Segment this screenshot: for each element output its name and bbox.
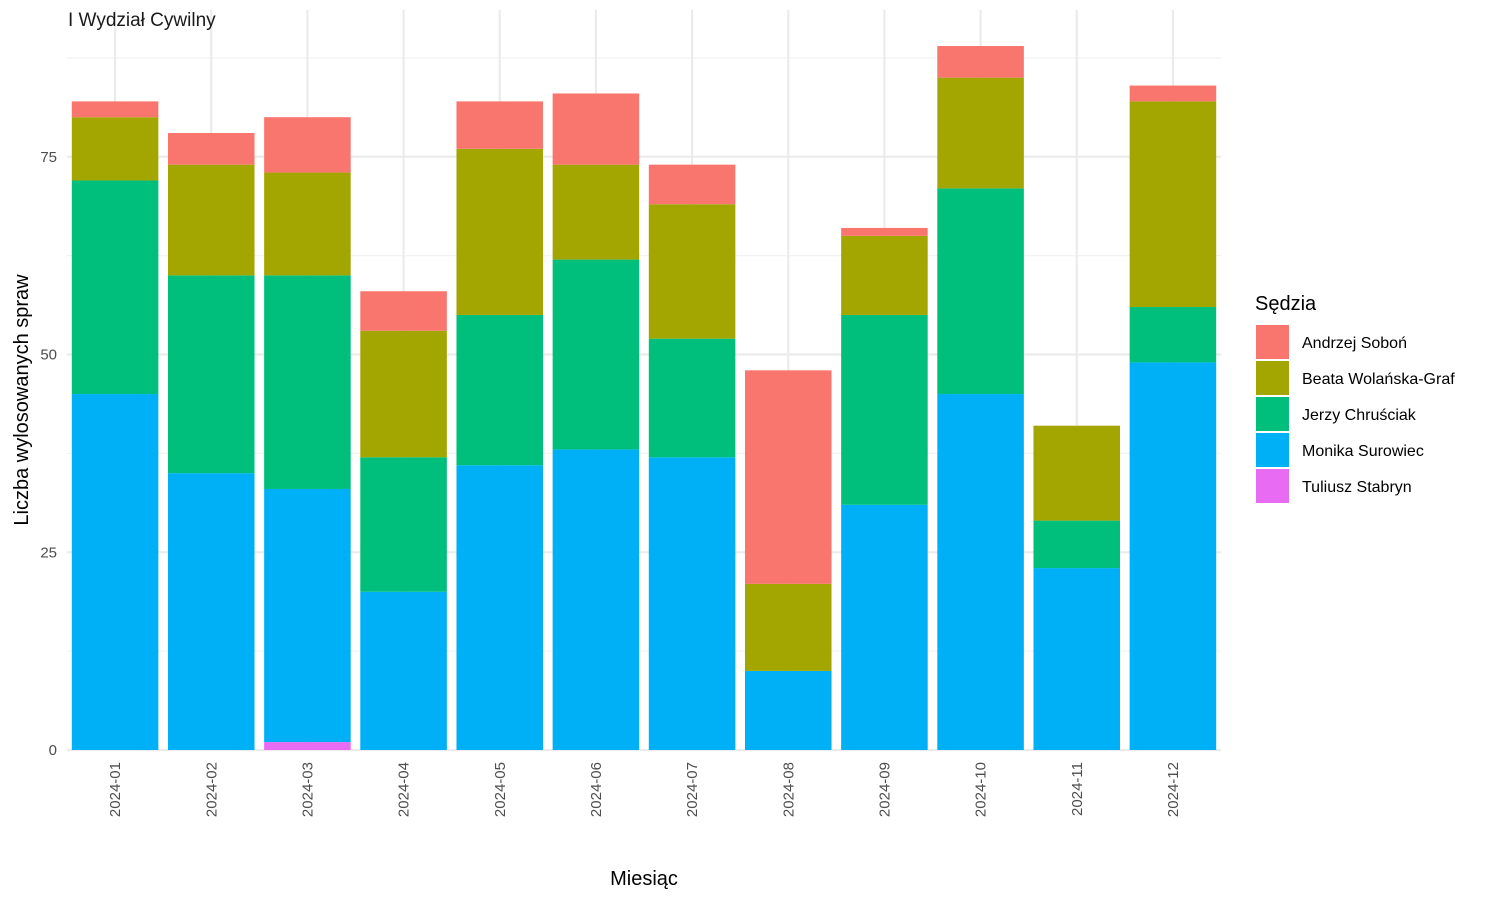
legend-label: Andrzej Soboń xyxy=(1302,335,1407,352)
x-tick-label: 2024-05 xyxy=(492,762,509,817)
bar-segment xyxy=(648,204,736,339)
bar-segment xyxy=(744,370,832,584)
bar-segment xyxy=(167,133,255,165)
x-tick-label: 2024-04 xyxy=(396,762,413,817)
y-tick-label: 75 xyxy=(40,149,57,166)
bar-segment xyxy=(167,275,255,474)
legend-title: Sędzia xyxy=(1255,293,1317,315)
bar-segment xyxy=(360,330,447,458)
bar-segment xyxy=(71,101,159,118)
bar-segment xyxy=(1129,85,1217,102)
bar-segment xyxy=(1129,362,1217,750)
bar-segment xyxy=(264,172,351,276)
bar-segment xyxy=(841,314,928,505)
x-tick-label: 2024-02 xyxy=(203,762,220,817)
x-tick-label: 2024-11 xyxy=(1069,762,1086,816)
bar-segment xyxy=(360,457,447,592)
legend-swatch xyxy=(1256,325,1289,359)
bar-segment xyxy=(1129,101,1217,308)
bar-segment xyxy=(456,314,544,466)
y-axis-title: Liczba wylosowanych spraw xyxy=(11,274,33,526)
y-tick-label: 50 xyxy=(40,347,57,364)
x-axis-title: Miesiąc xyxy=(610,868,678,890)
bar-segment xyxy=(552,259,640,450)
x-tick-label: 2024-10 xyxy=(973,762,990,817)
x-tick-label: 2024-01 xyxy=(107,762,124,817)
bar-segment xyxy=(552,93,640,165)
x-tick-label: 2024-07 xyxy=(684,762,701,817)
legend-label: Monika Surowiec xyxy=(1302,443,1424,460)
bar-segment xyxy=(71,394,159,750)
legend: Sędzia Andrzej Soboń Beata Wolańska-Graf J… xyxy=(1255,293,1455,503)
legend-swatch xyxy=(1256,469,1289,503)
y-axis-ticks: 0 25 50 75 xyxy=(40,149,57,759)
legend-label: Jerzy Chruściak xyxy=(1302,407,1417,424)
x-axis-ticks: 2024-01 2024-02 2024-03 2024-04 2024-05 2024-… xyxy=(107,762,1182,817)
bar-segment xyxy=(648,164,736,205)
legend-label: Tuliusz Stabryn xyxy=(1302,479,1412,496)
bar-segment xyxy=(937,394,1024,750)
bar-segment xyxy=(841,235,928,315)
x-tick-label: 2024-09 xyxy=(876,762,893,817)
bar-segment xyxy=(552,164,640,260)
bar-segment xyxy=(744,670,832,750)
legend-label: Beata Wolańska-Graf xyxy=(1302,371,1455,388)
bar-segment xyxy=(1033,568,1121,750)
bar-segment xyxy=(264,488,351,743)
x-tick-label: 2024-06 xyxy=(588,762,605,817)
x-tick-label: 2024-03 xyxy=(299,762,316,817)
x-tick-label: 2024-12 xyxy=(1165,762,1182,817)
bar-segment xyxy=(71,117,159,181)
bar-segment xyxy=(264,742,351,750)
bar-segment xyxy=(937,46,1024,78)
bar-segment xyxy=(552,449,640,750)
legend-items: Andrzej Soboń Beata Wolańska-Graf Jerzy Ch… xyxy=(1256,325,1455,503)
bar-segment xyxy=(648,457,736,750)
legend-swatch xyxy=(1256,397,1289,431)
chart-title: I Wydział Cywilny xyxy=(68,10,216,31)
bar-segment xyxy=(744,583,832,671)
x-tick-label: 2024-08 xyxy=(780,762,797,817)
bar-segment xyxy=(360,591,447,750)
bars xyxy=(71,46,1217,750)
bar-segment xyxy=(456,101,544,149)
y-tick-label: 25 xyxy=(40,544,57,561)
legend-swatch xyxy=(1256,361,1289,395)
bar-segment xyxy=(1033,520,1121,569)
bar-segment xyxy=(167,164,255,276)
bar-segment xyxy=(841,227,928,236)
bar-segment xyxy=(264,275,351,489)
bar-segment xyxy=(648,338,736,458)
legend-swatch xyxy=(1256,433,1289,467)
bar-segment xyxy=(71,180,159,395)
bar-segment xyxy=(937,188,1024,395)
bar-segment xyxy=(360,291,447,331)
bar-segment xyxy=(167,473,255,750)
bar-segment xyxy=(937,77,1024,189)
bar-segment xyxy=(264,117,351,173)
bar-segment xyxy=(456,465,544,750)
bar-segment xyxy=(841,504,928,750)
bar-segment xyxy=(1033,425,1121,521)
bar-segment xyxy=(1129,307,1217,363)
y-tick-label: 0 xyxy=(49,742,57,759)
bar-segment xyxy=(456,148,544,315)
